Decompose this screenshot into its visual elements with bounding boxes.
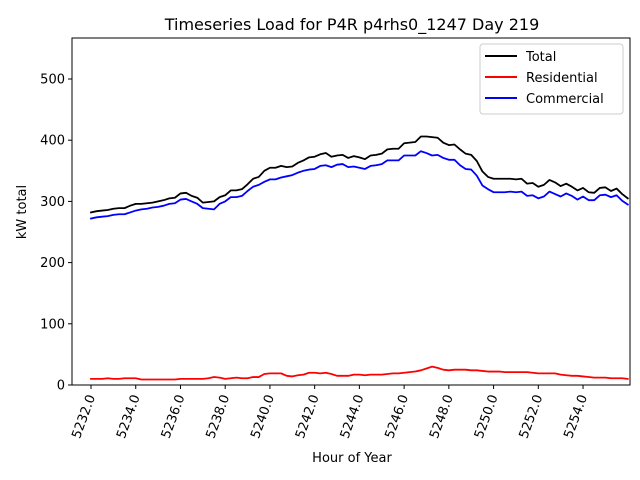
legend-box [479,43,624,115]
y-tick-label: 200 [40,256,65,271]
series-line-total [89,135,630,214]
y-axis: 0 100 200 300 400 500 [40,73,72,394]
legend: Total Residential Commercial [479,43,624,115]
chart-title: Timeseries Load for P4R p4rhs0_1247 Day … [164,15,540,35]
y-tick-label: 0 [57,379,65,394]
x-axis-label: Hour of Year [312,451,392,466]
series-line-commercial [89,150,630,220]
y-tick-label: 400 [40,134,65,149]
legend-commercial-label: Commercial [526,92,604,107]
y-axis-label: kW total [15,185,30,239]
y-tick-label: 300 [40,195,65,210]
legend-total-label: Total [525,50,556,65]
y-tick-label: 500 [40,73,65,88]
y-tick-label: 100 [40,317,65,332]
plot-frame [71,37,631,386]
series-layer [89,135,630,381]
legend-residential-label: Residential [526,71,598,86]
series-line-residential [90,365,629,381]
